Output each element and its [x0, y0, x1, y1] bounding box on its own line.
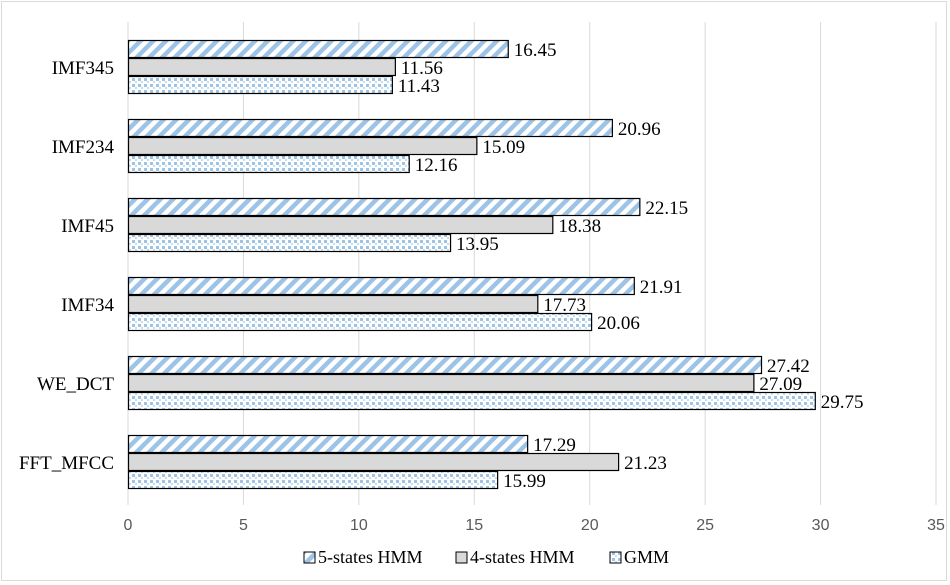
category-label: IMF45 — [61, 216, 114, 237]
legend-label: 4-states HMM — [470, 547, 575, 567]
x-axis-tick-labels: 0 5 10 15 20 25 30 35 — [124, 517, 945, 534]
legend[interactable]: 5-states HMM 4-states HMM GMM — [303, 547, 669, 567]
bar-4-states-hmm-fft-mfcc — [127, 452, 620, 472]
data-label: 11.43 — [398, 76, 440, 97]
grid-lines — [127, 22, 937, 505]
bar-gmm-imf234 — [127, 154, 410, 174]
data-label: 27.09 — [759, 374, 802, 395]
bar-gmm-fft-mfcc — [127, 470, 499, 490]
bar-5-states-hmm-imf234 — [127, 118, 613, 138]
category-label: FFT_MFCC — [19, 453, 114, 474]
legend-label: GMM — [624, 547, 669, 567]
category-label: IMF234 — [52, 137, 115, 158]
bar-4-states-hmm-imf345 — [127, 57, 396, 77]
data-label: 29.75 — [821, 392, 864, 413]
category-labels: IMF345 IMF234 IMF45 IMF34 WE_DCT FFT_MFCC — [19, 58, 115, 474]
x-tick-label: 15 — [465, 517, 483, 534]
data-label: 12.16 — [415, 155, 458, 176]
data-label: 21.23 — [624, 453, 667, 474]
data-label: 17.29 — [533, 435, 576, 456]
x-tick-label: 20 — [581, 517, 599, 534]
bar-4-states-hmm-we-dct — [127, 373, 755, 393]
bar-gmm-imf34 — [127, 312, 593, 332]
bar-5-states-hmm-imf345 — [127, 39, 509, 59]
x-tick-label: 0 — [124, 517, 133, 534]
data-label: 21.91 — [640, 277, 683, 298]
data-label: 22.15 — [645, 198, 688, 219]
category-label: WE_DCT — [37, 374, 114, 395]
legend-swatch — [609, 551, 622, 564]
bar-4-states-hmm-imf34 — [127, 294, 539, 314]
x-tick-label: 10 — [350, 517, 368, 534]
legend-label: 5-states HMM — [318, 547, 423, 567]
data-label: 18.38 — [558, 216, 601, 237]
x-tick-label: 35 — [927, 517, 945, 534]
data-label: 13.95 — [456, 234, 499, 255]
legend-swatch — [455, 551, 468, 564]
category-label: IMF34 — [61, 295, 114, 316]
x-tick-label: 30 — [812, 517, 830, 534]
legend-item-gmm[interactable]: GMM — [609, 547, 669, 567]
bar-4-states-hmm-imf234 — [127, 136, 478, 156]
x-tick-label: 25 — [696, 517, 714, 534]
bars — [127, 39, 816, 490]
legend-swatch — [303, 551, 316, 564]
data-label: 15.99 — [503, 471, 546, 492]
bar-5-states-hmm-imf45 — [127, 197, 641, 217]
data-label: 16.45 — [514, 40, 557, 61]
data-label: 17.73 — [543, 295, 586, 316]
legend-item-4-states-hmm[interactable]: 4-states HMM — [455, 547, 575, 567]
category-label: IMF345 — [52, 58, 114, 79]
bar-5-states-hmm-imf34 — [127, 276, 635, 296]
legend-item-5-states-hmm[interactable]: 5-states HMM — [303, 547, 423, 567]
data-label: 27.42 — [767, 356, 810, 377]
bar-gmm-imf345 — [127, 75, 393, 95]
bar-4-states-hmm-imf45 — [127, 215, 554, 235]
data-label: 11.56 — [401, 58, 443, 79]
bar-5-states-hmm-we-dct — [127, 355, 763, 375]
data-label: 15.09 — [482, 137, 525, 158]
bar-5-states-hmm-fft-mfcc — [127, 434, 529, 454]
data-label: 20.96 — [618, 119, 661, 140]
x-tick-label: 5 — [239, 517, 248, 534]
bar-gmm-we-dct — [127, 391, 816, 411]
data-label: 20.06 — [597, 313, 640, 334]
bar-gmm-imf45 — [127, 233, 452, 253]
